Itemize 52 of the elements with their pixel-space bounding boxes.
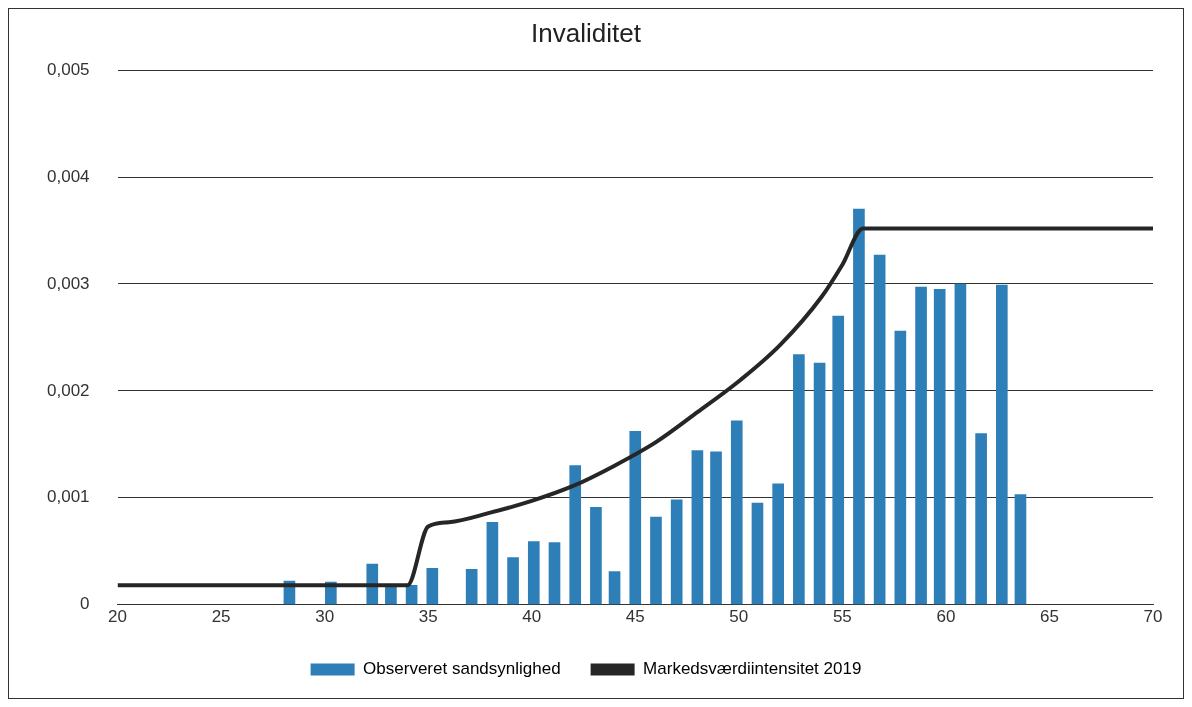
x-tick-label: 20 <box>108 607 127 627</box>
bar <box>426 567 439 605</box>
bar <box>1014 494 1027 605</box>
chart-title: Invaliditet <box>531 17 642 48</box>
bar <box>590 507 602 605</box>
x-tick-label: 35 <box>418 607 438 627</box>
x-tick-label: 60 <box>936 607 956 627</box>
bar <box>548 542 561 605</box>
bar <box>853 208 865 605</box>
bar <box>813 362 826 605</box>
y-tick-label: 0,004 <box>46 166 90 186</box>
bar <box>793 354 805 605</box>
x-tick-label: 25 <box>211 607 231 627</box>
x-tick-label: 70 <box>1143 607 1163 627</box>
bar <box>507 557 519 605</box>
y-tick-label: 0,002 <box>46 380 90 400</box>
bar <box>608 571 621 605</box>
bar <box>710 451 722 605</box>
bar <box>751 502 764 605</box>
bar <box>873 254 886 605</box>
bar <box>995 284 1008 605</box>
bar <box>975 433 987 605</box>
bar <box>772 483 784 605</box>
bar <box>366 563 379 605</box>
x-tick-label: 65 <box>1039 607 1059 627</box>
bar <box>629 431 642 605</box>
bar <box>486 521 499 605</box>
y-tick-label: 0,001 <box>46 487 90 507</box>
x-tick-label: 40 <box>522 607 542 627</box>
bar <box>385 586 397 605</box>
bar <box>670 499 683 605</box>
bar <box>569 465 582 605</box>
bar <box>915 286 927 605</box>
x-tick-label: 45 <box>625 607 645 627</box>
bar <box>650 516 662 605</box>
y-tick-label: 0,005 <box>46 59 90 79</box>
legend-label: Observeret sandsynlighed <box>363 659 561 679</box>
x-tick-label: 50 <box>729 607 749 627</box>
bar <box>465 569 478 605</box>
bar <box>954 283 967 605</box>
y-tick-label: 0,003 <box>46 273 90 293</box>
bar <box>691 450 704 605</box>
bar <box>730 420 743 605</box>
line-series <box>117 226 1153 588</box>
y-tick-label: 0 <box>80 594 90 614</box>
legend-label: Markedsværdiintensitet 2019 <box>643 659 862 679</box>
bar <box>832 315 845 605</box>
bar <box>933 288 946 605</box>
bar <box>894 330 907 605</box>
bar <box>527 541 540 605</box>
x-tick-label: 30 <box>315 607 335 627</box>
x-tick-label: 55 <box>832 607 852 627</box>
